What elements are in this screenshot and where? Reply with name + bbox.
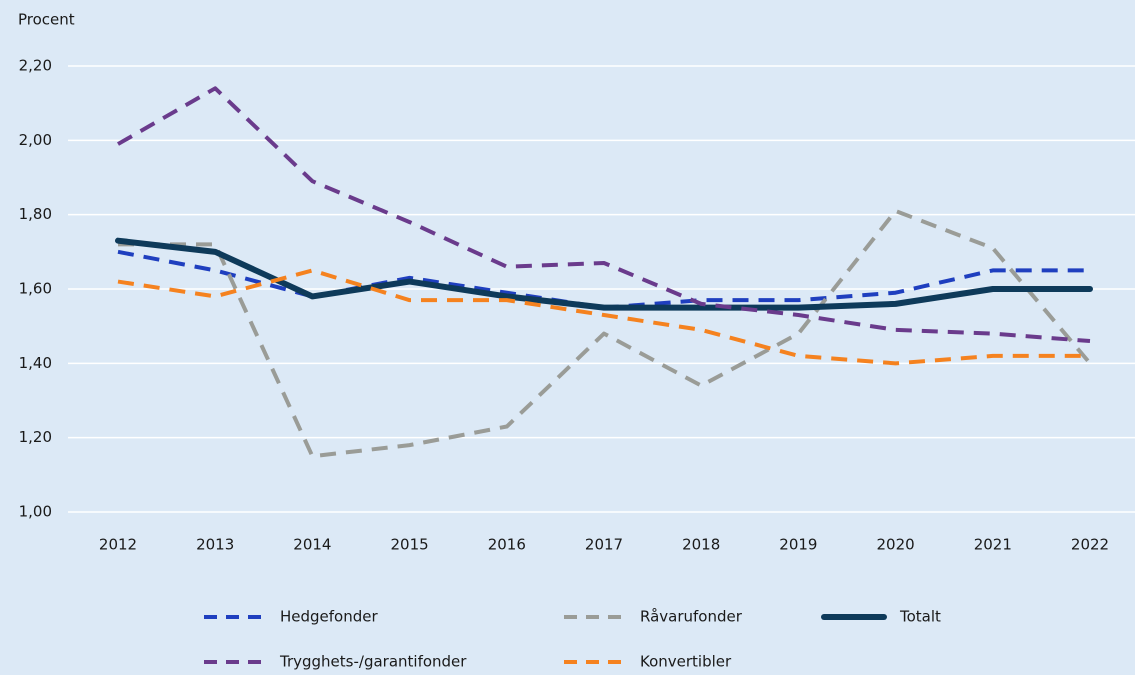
x-tick-label: 2013 [196,536,234,554]
legend-label: Trygghets-/garantifonder [279,653,467,671]
y-axis-label: Procent [18,11,75,29]
series-line [118,208,1092,459]
y-tick-label: 1,40 [19,354,52,372]
x-tick-label: 2018 [682,536,720,554]
series-line [115,237,1093,311]
x-tick-label: 2017 [585,536,623,554]
x-tick-label: 2012 [99,536,137,554]
y-tick-label: 1,80 [19,205,52,223]
y-tick-label: 1,20 [19,428,52,446]
legend-label: Konvertibler [640,653,732,671]
x-tick-label: 2014 [293,536,331,554]
x-tick-label: 2021 [974,536,1012,554]
x-tick-label: 2020 [877,536,915,554]
legend-label: Totalt [899,608,941,626]
series-line [117,268,1090,366]
x-tick-label: 2016 [488,536,526,554]
x-tick-label: 2019 [779,536,817,554]
series-line [117,86,1091,344]
y-tick-label: 2,00 [19,131,52,149]
x-tick-label: 2015 [391,536,429,554]
y-tick-label: 1,60 [19,280,52,298]
x-tick-label: 2022 [1071,536,1109,554]
y-tick-label: 1,00 [19,503,52,521]
legend-label: Hedgefonder [280,608,378,626]
legend-label: Råvarufonder [640,608,743,626]
y-tick-label: 2,20 [19,57,52,75]
